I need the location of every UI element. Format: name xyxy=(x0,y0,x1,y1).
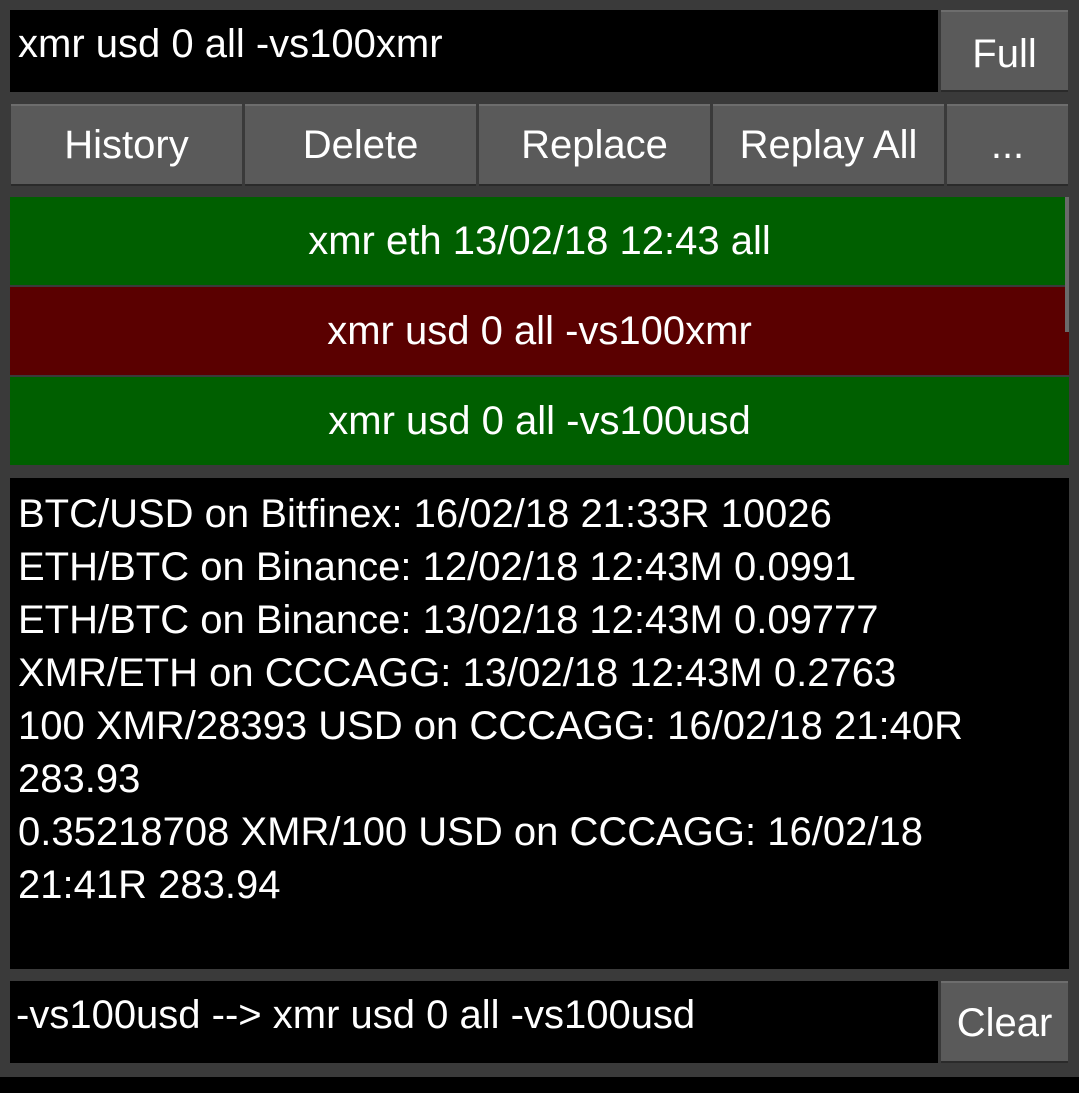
replace-button[interactable]: Replace xyxy=(479,104,710,186)
replay-all-button[interactable]: Replay All xyxy=(713,104,944,186)
output-line: ETH/BTC on Binance: 13/02/18 12:43M 0.09… xyxy=(18,598,879,642)
output-line: ETH/BTC on Binance: 12/02/18 12:43M 0.09… xyxy=(18,545,857,589)
history-scrollbar[interactable] xyxy=(1065,197,1069,332)
output-line: BTC/USD on Bitfinex: 16/02/18 21:33R 100… xyxy=(18,492,832,536)
output-line: 100 XMR/28393 USD on CCCAGG: 16/02/18 21… xyxy=(18,704,975,801)
output-line: 0.35218708 XMR/100 USD on CCCAGG: 16/02/… xyxy=(18,810,935,907)
history-button[interactable]: History xyxy=(11,104,242,186)
bottom-strip xyxy=(0,1077,1079,1093)
command-input[interactable]: xmr usd 0 all -vs100xmr xyxy=(10,10,938,92)
full-button[interactable]: Full xyxy=(941,10,1068,92)
delete-button[interactable]: Delete xyxy=(245,104,476,186)
clear-button[interactable]: Clear xyxy=(941,981,1068,1063)
more-button[interactable]: ... xyxy=(947,104,1068,186)
history-item[interactable]: xmr usd 0 all -vs100usd xyxy=(10,377,1069,465)
history-item[interactable]: xmr eth 13/02/18 12:43 all xyxy=(10,197,1069,285)
output-line: XMR/ETH on CCCAGG: 13/02/18 12:43M 0.276… xyxy=(18,651,897,695)
history-list[interactable]: xmr eth 13/02/18 12:43 all xmr usd 0 all… xyxy=(10,197,1069,467)
history-item-selected[interactable]: xmr usd 0 all -vs100xmr xyxy=(10,287,1069,375)
log-text: -vs100usd --> xmr usd 0 all -vs100usd xyxy=(10,981,938,1063)
output-panel: BTC/USD on Bitfinex: 16/02/18 21:33R 100… xyxy=(10,478,1069,969)
